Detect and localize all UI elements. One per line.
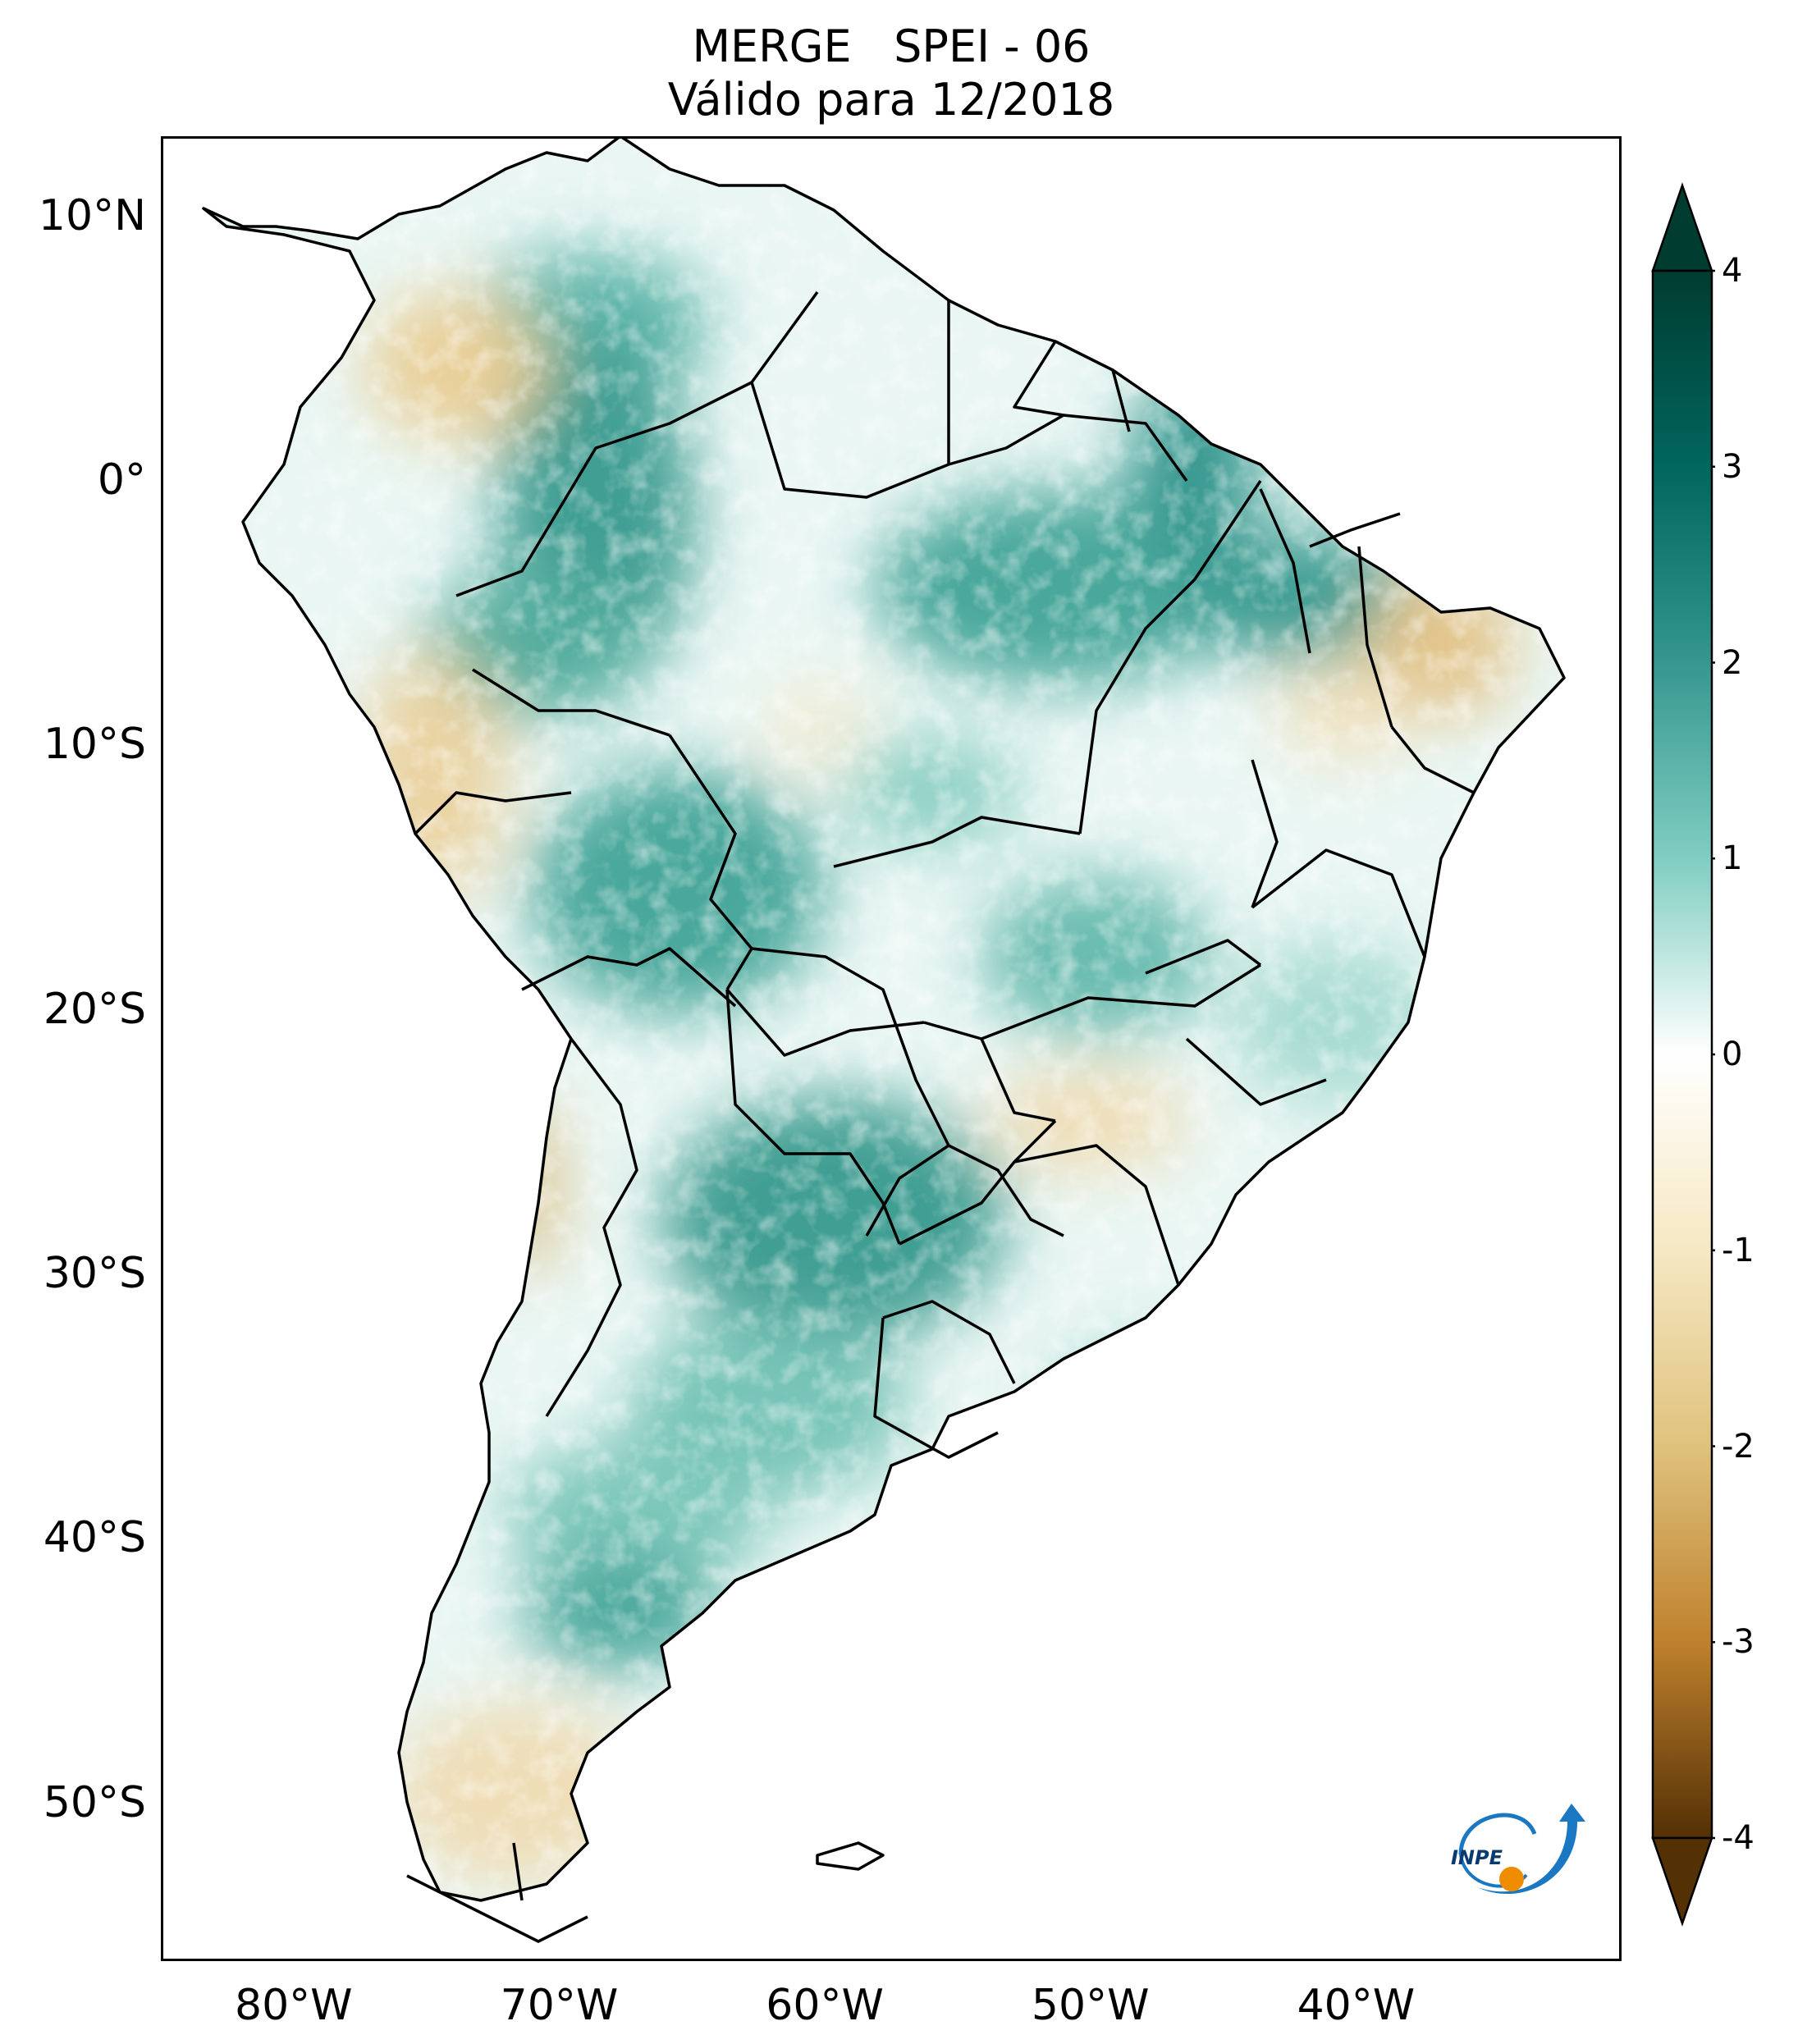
lat-tick-label: 0°: [97, 455, 146, 505]
lat-tick-label: 30°S: [43, 1248, 146, 1298]
lon-tick-label: 70°W: [500, 1981, 619, 2030]
map-title-line1: MERGE SPEI - 06: [692, 21, 1091, 72]
lat-tick-label: 50°S: [43, 1777, 146, 1827]
colorbar-tick-label: 3: [1722, 447, 1743, 486]
colorbar-tick-label: -3: [1722, 1623, 1755, 1662]
colorbar-tick-label: 4: [1722, 252, 1743, 290]
inpe-logo: INPE: [1451, 1804, 1585, 1895]
colorbar-tick-label: -1: [1722, 1231, 1755, 1269]
colorbar-extend-min: [1651, 1836, 1713, 1927]
logo-text: INPE: [1451, 1846, 1503, 1869]
colorbar-ramp: [1651, 269, 1713, 1840]
lat-tick-label: 40°S: [43, 1513, 146, 1563]
colorbar-tick-label: 2: [1722, 643, 1743, 682]
lon-tick-label: 50°W: [1031, 1981, 1150, 2030]
colorbar-extend-max: [1651, 182, 1713, 272]
colorbar-tick-label: 1: [1722, 839, 1743, 878]
lon-tick-label: 60°W: [766, 1981, 884, 2030]
map-title-line2: Válido para 12/2018: [667, 74, 1115, 126]
lat-tick-label: 20°S: [43, 984, 146, 1034]
colorbar-tick-label: -2: [1722, 1427, 1755, 1466]
borders: [202, 136, 1566, 1943]
lon-tick-label: 80°W: [235, 1981, 353, 2030]
lon-tick-label: 40°W: [1297, 1981, 1416, 2030]
lat-tick-label: 10°N: [38, 190, 146, 240]
colorbar-tick-label: 0: [1722, 1036, 1743, 1073]
lat-tick-label: 10°S: [43, 720, 146, 770]
map-panel: [161, 136, 1622, 1961]
colorbar: [1651, 182, 1715, 1927]
map-border: [161, 136, 1622, 1961]
colorbar-tick-label: -4: [1722, 1819, 1755, 1857]
